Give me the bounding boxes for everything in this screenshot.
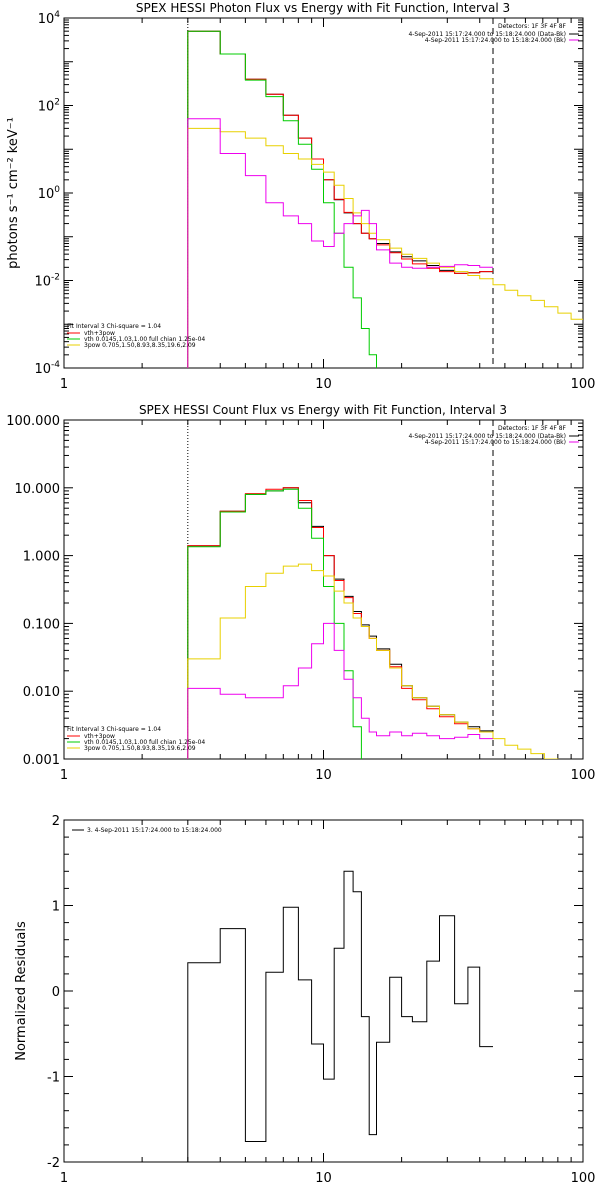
legend-top-text: 3. 4-Sep-2011 15:17:24.000 to 15:18:24.0… — [87, 827, 222, 834]
x-tick-label: 1 — [60, 768, 68, 783]
series-background — [187, 118, 493, 368]
fit-legend-text: vth+3pow — [84, 330, 115, 337]
y-tick-label: 2 — [52, 814, 60, 829]
legend-top-text: 4-Sep-2011 15:17:24.000 to 15:18:24.000 … — [425, 37, 566, 44]
fit-legend-text: vth 0.0145,1.03,1.00 full chian 1.25e-04 — [84, 336, 205, 343]
count-flux-title: SPEX HESSI Count Flux vs Energy with Fit… — [139, 403, 507, 417]
y-tick-label: 102 — [38, 98, 60, 115]
series-fit — [187, 487, 493, 759]
fit-legend-text: vth 0.0145,1.03,1.00 full chian 1.25e-04 — [84, 739, 205, 746]
y-tick-label: 10-4 — [34, 360, 60, 377]
photon-flux-title: SPEX HESSI Photon Flux vs Energy with Fi… — [136, 1, 510, 15]
x-tick-label: 1 — [60, 377, 68, 392]
x-tick-label: 10 — [315, 1171, 332, 1186]
fit-legend-heading: Fit Interval 3 Chi-square = 1.04 — [67, 323, 161, 330]
count-flux-panel: SPEX HESSI Count Flux vs Energy with Fit… — [6, 403, 595, 783]
plot-frame — [63, 819, 584, 1163]
y-axis-label: Normalized Residuals — [14, 921, 29, 1061]
fit-legend-text: 3pow 0.705,1.50,8.93,8.35,19.6,2.09 — [84, 745, 196, 752]
fit-legend-text: vth+3pow — [84, 733, 115, 740]
y-tick-label: 0.001 — [23, 753, 60, 768]
x-tick-label: 1 — [60, 1171, 68, 1186]
fit-legend-text: 3pow 0.705,1.50,8.93,8.35,19.6,2.09 — [84, 342, 196, 349]
series-fit — [187, 30, 493, 368]
y-tick-label: 100.000 — [6, 414, 60, 429]
y-tick-label: 1 — [52, 900, 60, 915]
series-group — [187, 870, 493, 1162]
x-tick-label: 10 — [315, 377, 332, 392]
legend-top-text: 4-Sep-2011 15:17:24.000 to 15:18:24.000 … — [425, 439, 566, 446]
series-group — [187, 30, 583, 368]
y-tick-label: 104 — [38, 10, 61, 27]
photon-flux-panel: SPEX HESSI Photon Flux vs Energy with Fi… — [6, 1, 595, 392]
y-tick-label: 10.000 — [15, 482, 61, 497]
fit-legend-heading: Fit Interval 3 Chi-square = 1.04 — [67, 726, 161, 733]
y-tick-label: 0.100 — [23, 617, 60, 632]
y-axis-label: photons s⁻¹ cm⁻² keV⁻¹ — [6, 117, 21, 269]
series-nonthermal — [187, 563, 559, 759]
plot-frame — [63, 419, 584, 760]
series-total — [187, 487, 493, 759]
legend-top-text: Detectors: 1F 3F 4F 8F — [498, 425, 567, 432]
y-tick-label: 1.000 — [23, 550, 60, 565]
legend-top-text: 4-Sep-2011 15:17:24.000 to 15:18:24.000 … — [408, 31, 566, 38]
series-group — [187, 487, 559, 759]
y-tick-label: 0 — [52, 985, 60, 1000]
x-tick-label: 100 — [571, 1171, 596, 1186]
x-tick-label: 100 — [571, 377, 596, 392]
series-thermal — [187, 488, 362, 759]
legend-top-text: 4-Sep-2011 15:17:24.000 to 15:18:24.000 … — [408, 433, 566, 440]
x-tick-label: 100 — [571, 768, 596, 783]
y-tick-label: -1 — [47, 1071, 60, 1086]
series-total — [187, 30, 493, 368]
y-tick-label: 0.010 — [23, 685, 60, 700]
series-background — [187, 622, 493, 759]
y-tick-label: 100 — [38, 185, 61, 202]
series-residuals — [187, 870, 493, 1162]
y-tick-label: -2 — [47, 1156, 60, 1171]
y-tick-label: 10-2 — [34, 273, 60, 290]
x-tick-label: 10 — [315, 768, 332, 783]
series-nonthermal — [187, 127, 583, 368]
legend-top-text: Detectors: 1F 3F 4F 8F — [498, 23, 567, 30]
series-thermal — [187, 30, 377, 368]
